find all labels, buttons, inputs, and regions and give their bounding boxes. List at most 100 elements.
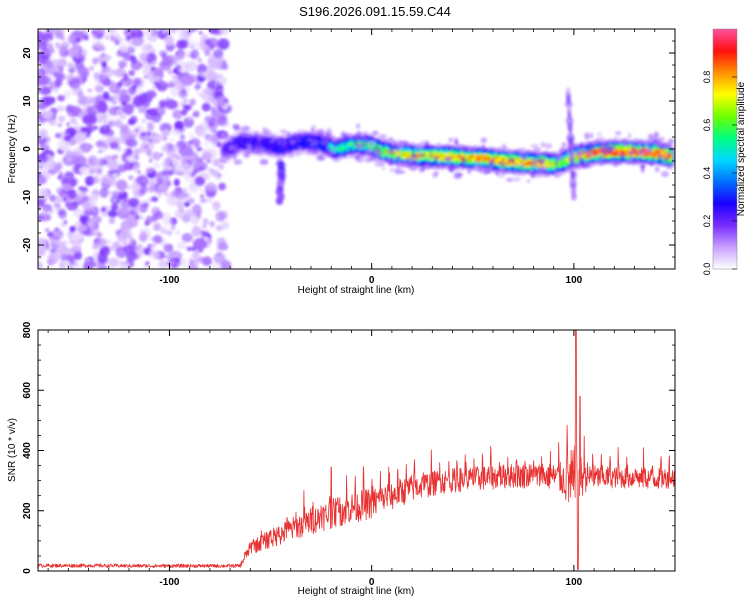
noise-cell [119,93,131,105]
noise-cell [57,139,72,151]
noise-cell [145,108,150,114]
colorbar-ticks: 0.0 0.2 0.4 0.6 0.8 [702,71,737,276]
noise-cell [67,189,77,200]
noise-cell [56,68,62,72]
halo-cell [577,157,584,161]
noise-cell [158,259,169,269]
noise-cell [98,158,106,167]
halo-cell [521,154,528,161]
noise-cell [147,243,152,249]
noise-cell [103,54,112,61]
halo-cell [389,167,396,173]
noise-cell [154,190,159,194]
noise-cell [73,260,82,269]
noise-cell [55,233,60,237]
noise-cell [78,94,84,101]
colorbar-label: Normalized spectral amplitude [736,81,747,216]
noise-cell [126,155,137,163]
colorbar-tick-label: 0.0 [702,263,712,276]
noise-cell [144,219,150,226]
noise-cell [178,145,194,157]
noise-cell [179,74,195,86]
halo-cell [480,137,487,143]
noise-cell [207,197,213,203]
noise-cell [200,230,205,236]
ridge-cell [497,157,500,161]
spectrogram-y-tick-label: 10 [22,95,33,107]
noise-cell [163,191,169,197]
noise-cell [63,249,71,255]
noise-cell [66,122,70,126]
noise-cell [119,37,127,43]
noise-cell [126,138,138,148]
noise-cell [166,68,171,73]
ridge-cell [504,158,506,162]
halo-cell [408,156,414,162]
heatmap-cells [38,29,675,269]
halo-cell [555,160,559,166]
halo-cell [530,158,538,163]
halo-cell [388,137,394,141]
noise-cell [65,160,69,164]
noise-cell [138,215,144,220]
halo-cell [531,161,538,167]
noise-cell [57,193,70,203]
noise-cell [178,192,192,202]
noise-cell [124,199,128,203]
noise-cell [49,81,61,91]
noise-cell [152,86,155,90]
noise-cell [190,216,200,225]
noise-cell [160,144,169,153]
noise-cell [49,209,54,214]
noise-cell [174,81,184,91]
noise-cell [89,159,93,163]
ridge-cell [552,163,554,167]
colorbar-gradient [713,29,737,269]
noise-cell [96,252,107,262]
noise-cell [96,239,106,248]
ridge-cell [341,146,345,150]
noise-cell [160,227,167,235]
noise-cell [40,48,52,60]
noise-cell [183,169,191,175]
halo-cell [282,138,287,142]
ridge-cell [635,151,639,155]
halo-cell [310,149,318,155]
halo-cell [398,142,405,148]
snr-series-line [38,330,675,570]
noise-cell [128,118,135,124]
noise-cell [54,88,57,92]
noise-cell [123,30,130,36]
halo-cell [326,128,333,134]
halo-cell [310,139,320,145]
spectrogram-y-axis-label: Frequency (Hz) [7,115,18,184]
noise-cell [83,261,93,269]
halo-cell [614,140,620,146]
halo-cell [667,138,675,144]
noise-cell [47,231,53,238]
noise-cell [176,241,187,250]
noise-cell [201,102,211,112]
halo-cell [400,170,406,175]
noise-cell [78,34,86,42]
noise-cell [119,44,128,53]
noise-cell [201,256,212,267]
noise-cell [99,250,105,256]
ridge-cell [596,152,599,157]
halo-cell [589,132,594,139]
noise-cell [126,46,136,54]
noise-cell [120,65,124,69]
noise-cell [120,205,132,214]
noise-cell [191,225,202,237]
noise-cell [178,29,184,32]
noise-cell [134,29,139,34]
halo-cell [519,147,526,152]
noise-cell [94,41,105,50]
noise-cell [187,115,193,121]
noise-cell [65,104,74,113]
noise-cell [95,140,103,148]
noise-cell [102,133,106,137]
noise-cell [196,146,203,152]
noise-cell [156,80,168,92]
noise-cell [215,210,225,222]
